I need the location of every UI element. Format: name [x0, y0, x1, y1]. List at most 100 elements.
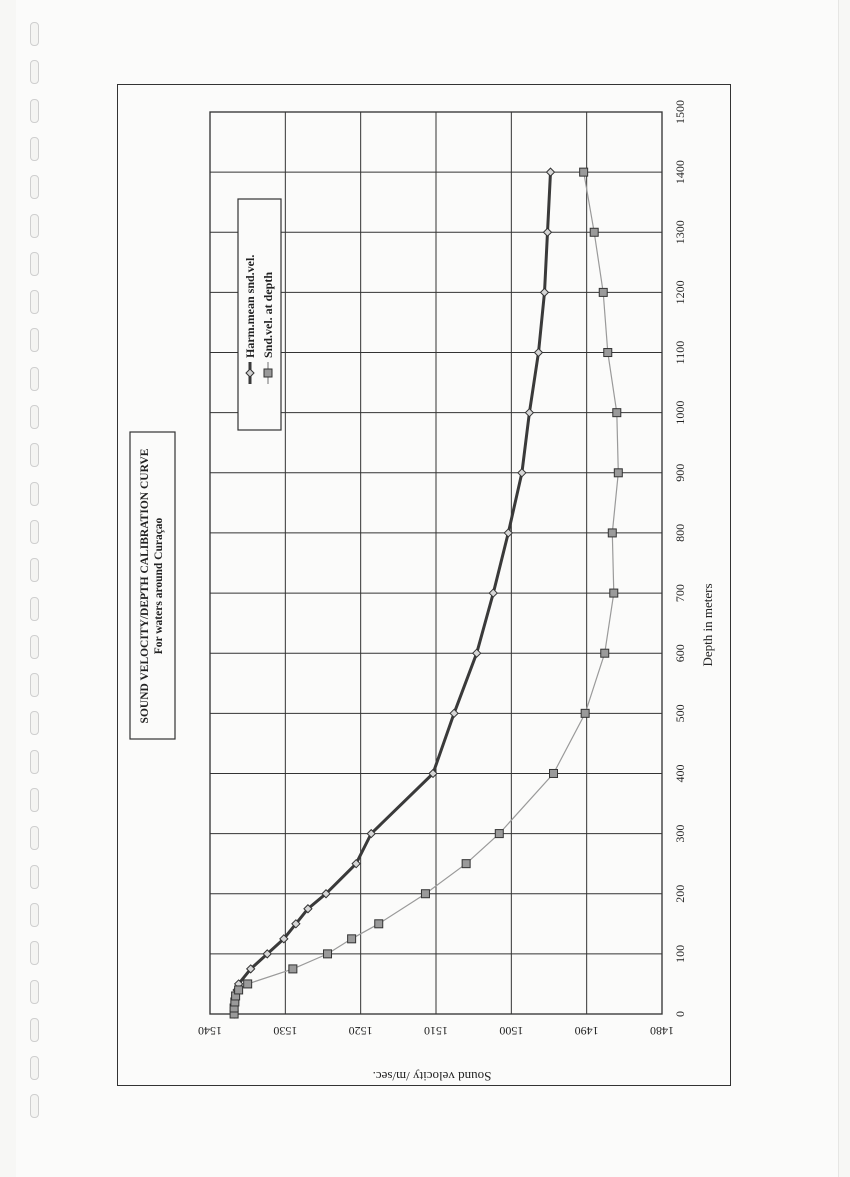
data-point-diamond: [291, 919, 301, 929]
velocity-tick-label: 1520: [349, 1024, 373, 1038]
data-point-diamond: [262, 949, 272, 959]
depth-tick-label: 300: [673, 825, 687, 843]
data-point-square: [580, 708, 590, 718]
data-point-square: [613, 468, 623, 478]
data-point-square: [579, 167, 589, 177]
binding-holes: [16, 0, 56, 1177]
depth-tick-label: 1000: [673, 401, 687, 425]
depth-tick-labels: 0 100 200 300 400 500 600 700 800 900 1000 1100 1200…: [673, 100, 687, 1017]
data-point-square: [420, 889, 430, 899]
depth-tick-label: 200: [673, 885, 687, 903]
grid: [209, 111, 663, 1015]
depth-tick-label: 600: [673, 644, 687, 662]
data-point-diamond: [366, 828, 376, 839]
velocity-tick-label: 1510: [424, 1024, 448, 1038]
legend: Harm.mean snd.vel. Snd.vel. at depth: [237, 198, 282, 431]
legend-diamond-marker: [245, 368, 255, 378]
data-point-square: [234, 985, 244, 995]
data-point-diamond: [321, 889, 331, 899]
data-point-diamond: [428, 768, 438, 779]
data-point-diamond: [488, 588, 498, 598]
data-point-square: [243, 979, 253, 989]
binding-hole: [30, 749, 39, 774]
data-point-square: [609, 588, 619, 598]
depth-tick-label: 1300: [673, 220, 687, 244]
binding-hole: [30, 405, 39, 429]
binding-hole: [30, 558, 39, 583]
velocity-tick-label: 1490: [575, 1024, 599, 1038]
binding-hole: [30, 941, 39, 966]
binding-hole: [30, 136, 39, 161]
data-point-diamond: [351, 858, 361, 869]
data-point-square: [288, 964, 298, 974]
binding-hole: [30, 979, 39, 1004]
data-point-diamond: [449, 708, 459, 719]
binding-hole: [30, 826, 39, 851]
depth-tick-label: 1200: [673, 280, 687, 304]
binding-hole: [30, 1094, 39, 1119]
data-point-square: [494, 829, 504, 839]
velocity-tick-label: 1530: [273, 1024, 297, 1038]
data-point-square: [589, 227, 599, 237]
chart-title: SOUND VELOCITY/DEPTH CALIBRATION CURVE: [139, 448, 151, 723]
x-axis-label: Depth in meters: [700, 583, 715, 666]
depth-tick-label: 1400: [673, 160, 687, 184]
binding-hole: [30, 634, 39, 659]
data-point-square: [612, 408, 622, 418]
data-point-square: [374, 919, 384, 929]
binding-hole: [30, 290, 39, 315]
data-point-square: [461, 859, 471, 869]
binding-hole: [30, 98, 39, 123]
data-point-square: [347, 934, 357, 944]
binding-hole: [30, 596, 39, 621]
depth-tick-label: 500: [673, 704, 687, 722]
binding-hole: [30, 213, 39, 238]
data-point-square: [600, 648, 610, 658]
y-axis-label: Sound velocity /m/sec.: [373, 1069, 492, 1084]
chart-frame: [117, 84, 731, 1086]
title-box: SOUND VELOCITY/DEPTH CALIBRATION CURVE F…: [129, 431, 176, 740]
depth-tick-label: 0: [673, 1011, 687, 1017]
binding-hole: [30, 60, 39, 85]
legend-square-marker: [263, 368, 273, 378]
binding-hole: [30, 481, 39, 506]
binding-hole: [30, 673, 39, 698]
data-point-diamond: [503, 528, 514, 538]
velocity-tick-labels: 1480 1490 1500 1510 1520 1530 1540: [198, 1024, 674, 1038]
binding-hole: [30, 519, 39, 544]
binding-hole: [30, 443, 39, 468]
binding-hole: [30, 1056, 39, 1081]
depth-tick-label: 1500: [673, 100, 687, 124]
binding-hole: [30, 22, 39, 46]
series: [229, 167, 623, 1019]
data-point-diamond: [545, 167, 556, 177]
data-point-square: [607, 528, 617, 538]
data-point-square: [598, 287, 608, 297]
binding-hole: [30, 788, 39, 812]
depth-tick-label: 900: [673, 464, 687, 482]
velocity-tick-label: 1480: [650, 1024, 674, 1038]
binding-hole: [30, 328, 39, 353]
chart-subtitle: For waters around Curaçao: [153, 517, 165, 654]
data-point-diamond: [542, 227, 553, 237]
binding-hole: [30, 711, 39, 736]
data-point-square: [603, 348, 613, 358]
data-point-square: [549, 768, 559, 778]
data-point-diamond: [471, 648, 482, 658]
depth-tick-label: 700: [673, 584, 687, 602]
depth-tick-label: 400: [673, 764, 687, 782]
binding-hole: [30, 902, 39, 927]
depth-tick-label: 100: [673, 945, 687, 963]
data-point-diamond: [524, 407, 535, 418]
legend-label-snd-vel: Snd.vel. at depth: [261, 272, 275, 358]
data-point-diamond: [517, 468, 527, 478]
binding-hole: [30, 251, 39, 276]
binding-hole: [30, 366, 39, 391]
data-point-diamond: [533, 347, 544, 358]
data-point-diamond: [245, 964, 256, 974]
binding-hole: [30, 864, 39, 889]
data-point-diamond: [303, 904, 313, 914]
binding-hole: [30, 175, 39, 200]
series-snd-vel-at-depth: [229, 167, 623, 1019]
